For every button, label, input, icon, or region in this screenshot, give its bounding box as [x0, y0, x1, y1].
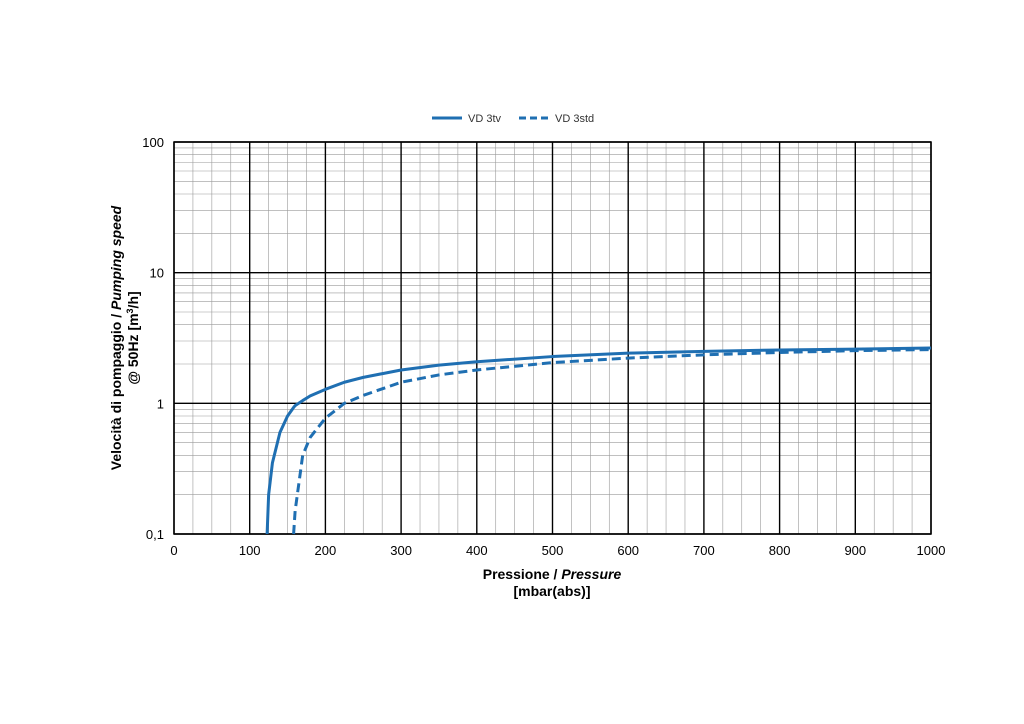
series-line-vd-3tv	[265, 346, 932, 535]
x-tick-label: 1000	[917, 543, 946, 558]
y-axis-title: Velocità di pompaggio / Pumping speed	[108, 205, 124, 470]
series-layer	[265, 346, 932, 535]
y-axis-title-group: Velocità di pompaggio / Pumping speed @ …	[108, 205, 141, 470]
y-tick-label: 1	[157, 396, 164, 411]
x-tick-label: 100	[239, 543, 261, 558]
x-tick-label: 700	[693, 543, 715, 558]
x-tick-label: 800	[769, 543, 791, 558]
legend-label-vd-3std: VD 3std	[555, 113, 594, 125]
y-tick-label: 0,1	[146, 527, 164, 542]
plot-frame	[173, 141, 932, 535]
x-tick-label: 400	[466, 543, 488, 558]
y-tick-labels: 0,1 1 10 100	[142, 135, 164, 542]
x-tick-label: 0	[170, 543, 177, 558]
series-line-vd-3std	[292, 348, 932, 535]
x-tick-label: 500	[542, 543, 564, 558]
x-tick-label: 200	[315, 543, 337, 558]
y-tick-label: 100	[142, 135, 164, 150]
y-axis-unit: @ 50Hz [m3/h]	[125, 291, 141, 384]
legend-label-vd-3tv: VD 3tv	[468, 113, 502, 125]
y-tick-label: 10	[150, 266, 164, 281]
x-axis-title: Pressione / Pressure	[483, 566, 622, 582]
x-tick-label: 300	[390, 543, 412, 558]
x-tick-label: 600	[617, 543, 639, 558]
x-tick-labels: 0 100 200 300 400 500 600 700 800 900 1000	[170, 543, 945, 558]
legend: VD 3tv VD 3std	[432, 113, 594, 125]
x-axis-unit: [mbar(abs)]	[513, 583, 590, 599]
x-tick-label: 900	[844, 543, 866, 558]
